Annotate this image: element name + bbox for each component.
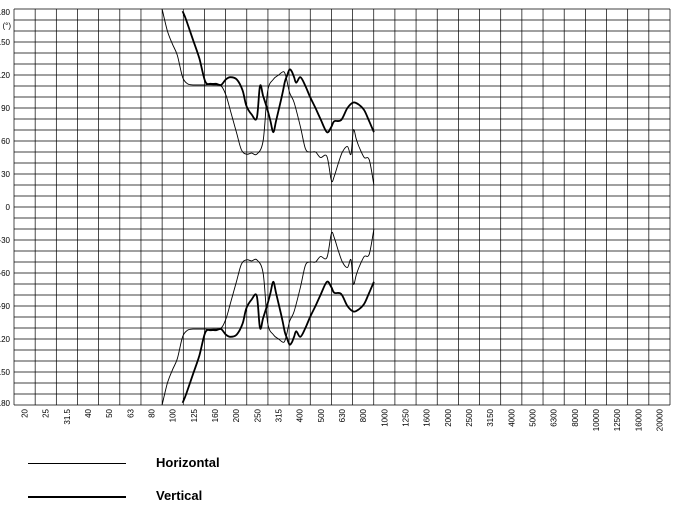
x-tick-label: 6300 — [550, 408, 559, 426]
y-tick-label: 60 — [1, 137, 10, 146]
x-tick-label: 20000 — [655, 408, 664, 431]
x-tick-label: 1000 — [380, 408, 389, 426]
x-tick-labels: 20 25 31.5 40 50 63 80 100 125 160 200 250 315 400 500… — [21, 408, 665, 431]
y-tick-label: -180 — [0, 399, 11, 408]
x-tick-label: 125 — [190, 408, 199, 422]
legend-item-vertical: Vertical — [28, 485, 328, 509]
x-tick-label: 2000 — [444, 408, 453, 426]
legend-swatch-horizontal — [28, 463, 126, 464]
x-tick-label: 63 — [126, 408, 135, 417]
x-tick-label: 400 — [296, 408, 305, 422]
x-tick-label: 10000 — [592, 408, 601, 431]
legend-label-horizontal: Horizontal — [156, 455, 220, 470]
x-tick-label: 31.5 — [63, 408, 72, 424]
chart-svg: -180 -150 -120 -90 -60 -30 0 30 60 90 120 150 180 20… — [0, 8, 671, 431]
x-tick-label: 800 — [359, 408, 368, 422]
x-tick-label: 500 — [317, 408, 326, 422]
y-tick-label: 30 — [1, 170, 10, 179]
x-tick-label: 100 — [169, 408, 178, 422]
x-tick-label: 1600 — [423, 408, 432, 426]
x-tick-label: 40 — [84, 408, 93, 417]
y-tick-labels: -180 -150 -120 -90 -60 -30 0 30 60 90 120 150 180 — [0, 8, 11, 408]
x-tick-label: 20 — [21, 408, 30, 417]
x-tick-label: 50 — [105, 408, 114, 417]
x-tick-label: 4000 — [507, 408, 516, 426]
grid — [13, 8, 671, 406]
y-tick-label: -120 — [0, 335, 11, 344]
series-lines — [161, 8, 375, 406]
y-tick-label: 90 — [1, 104, 10, 113]
x-tick-label: 250 — [253, 408, 262, 422]
y-tick-label: 120 — [0, 71, 11, 80]
y-tick-label: 0 — [6, 203, 11, 212]
y-tick-label: 150 — [0, 38, 11, 47]
x-tick-label: 160 — [211, 408, 220, 422]
x-tick-label: 16000 — [634, 408, 643, 431]
x-tick-label: 5000 — [528, 408, 537, 426]
y-axis-unit: (°) — [2, 22, 11, 31]
legend-label-vertical: Vertical — [156, 488, 203, 503]
series-line-vertical-negative — [181, 280, 375, 404]
series-line-horizontal-positive — [161, 8, 375, 186]
legend-swatch-vertical — [28, 496, 126, 498]
x-tick-label: 3150 — [486, 408, 495, 426]
y-tick-label: 180 — [0, 8, 11, 17]
x-tick-label: 80 — [148, 408, 157, 417]
x-tick-label: 630 — [338, 408, 347, 422]
series-line-horizontal-negative — [161, 228, 375, 406]
series-line-vertical-positive — [181, 10, 375, 134]
y-tick-label: -150 — [0, 368, 11, 377]
y-tick-label: -30 — [0, 236, 11, 245]
y-tick-label: -60 — [0, 269, 11, 278]
x-tick-label: 1250 — [401, 408, 410, 426]
x-tick-label: 2500 — [465, 408, 474, 426]
x-tick-label: 315 — [275, 408, 284, 422]
x-tick-label: 12500 — [613, 408, 622, 431]
legend-item-horizontal: Horizontal — [28, 452, 328, 476]
x-tick-label: 25 — [42, 408, 51, 417]
x-tick-label: 8000 — [571, 408, 580, 426]
x-tick-label: 200 — [232, 408, 241, 422]
y-tick-label: -90 — [0, 302, 11, 311]
